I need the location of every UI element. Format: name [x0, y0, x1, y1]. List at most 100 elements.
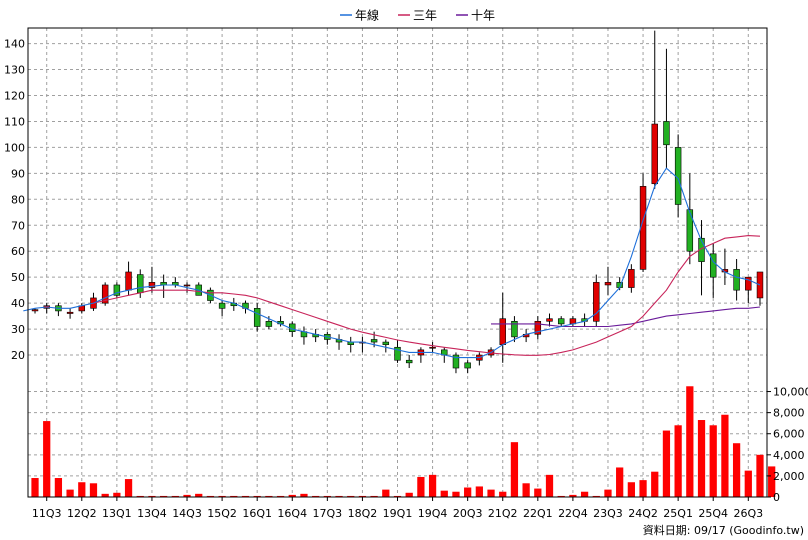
candle-body [464, 362, 471, 369]
candle [148, 266, 156, 293]
candle-body [628, 269, 635, 288]
candle [546, 313, 553, 327]
volume-bar [510, 442, 519, 497]
volume-bar [148, 495, 156, 497]
time-tick-label: 19Q1 [383, 507, 413, 520]
legend-label: 年線 [355, 8, 379, 23]
volume-bar [113, 492, 121, 497]
candle-body [405, 359, 413, 364]
candle-body [113, 284, 121, 296]
time-tick-label: 17Q3 [313, 507, 343, 520]
moving-average-lines [23, 167, 761, 359]
candle [557, 316, 565, 327]
time-tick-label: 11Q3 [32, 507, 62, 520]
candle-body [651, 123, 658, 185]
candle-body [733, 269, 740, 291]
candle [663, 48, 670, 169]
volume-bar [721, 414, 729, 497]
volume-bar [171, 495, 179, 497]
candle-body [674, 147, 682, 205]
volume-bar [393, 495, 402, 497]
volume-bar [452, 491, 460, 497]
grid [28, 28, 767, 497]
volume-bar [370, 495, 378, 497]
volume-bar [241, 495, 250, 497]
time-tick-label: 13Q4 [137, 507, 167, 520]
price-tick-label: 50 [11, 271, 25, 284]
volume-bar [43, 421, 51, 497]
time-tick-label: 26Q3 [733, 507, 763, 520]
volume-bar [580, 491, 589, 497]
data-date-footer: 資料日期: 09/17 (Goodinfo.tw) [643, 523, 804, 537]
time-tick-label: 22Q4 [558, 507, 588, 520]
candle [604, 266, 612, 296]
volume-tick-label: 4,000 [773, 449, 805, 462]
time-tick-label: 21Q2 [488, 507, 518, 520]
volume-bar [347, 495, 355, 497]
time-tick-label: 14Q3 [172, 507, 202, 520]
volume-bar [323, 495, 331, 497]
candle-body [148, 282, 156, 288]
price-tick-label: 80 [11, 193, 25, 206]
volume-bar [195, 493, 203, 497]
volume-bar [534, 488, 542, 497]
price-tick-label: 60 [11, 245, 25, 258]
candle-body [218, 302, 226, 309]
candle [745, 276, 752, 304]
volume-bar [639, 480, 647, 497]
volume-bar [732, 443, 741, 497]
volume-bar [744, 470, 752, 497]
candle-body [557, 318, 565, 325]
candle-body [593, 282, 600, 322]
candle [686, 173, 694, 265]
candle [733, 259, 740, 301]
volume-bars [31, 386, 776, 497]
volume-bar [101, 493, 109, 497]
price-tick-label: 100 [4, 141, 25, 154]
axes: 20 30 40 50 60 70 80 90 100 110 120 130 140 0 2,000 4,0… [4, 27, 808, 520]
candle-body [394, 346, 401, 361]
candle [534, 316, 542, 340]
volume-bar [300, 493, 308, 497]
candle-body [429, 346, 436, 349]
candle-body [534, 321, 542, 335]
ma-3y-line [93, 235, 761, 356]
time-tick-label: 12Q2 [67, 507, 97, 520]
volume-bar [265, 495, 273, 497]
volume-bar [183, 494, 191, 497]
volume-bar [288, 494, 296, 497]
candle-body [125, 271, 132, 291]
volume-bar [405, 492, 413, 497]
volume-bar [124, 479, 133, 497]
price-tick-label: 40 [11, 297, 25, 310]
volume-bar [464, 487, 472, 497]
volume-bar [428, 474, 437, 497]
volume-bar [31, 478, 39, 497]
volume-bar [756, 454, 764, 497]
candle-body [66, 311, 74, 314]
volume-bar [616, 467, 624, 497]
volume-bar [206, 495, 215, 497]
candle-body [709, 253, 717, 278]
time-tick-label: 20Q3 [453, 507, 483, 520]
time-tick-label: 18Q2 [348, 507, 378, 520]
time-tick-label: 13Q1 [102, 507, 132, 520]
time-tick-label: 19Q4 [418, 507, 448, 520]
price-tick-label: 120 [4, 89, 25, 102]
volume-bar [312, 495, 320, 497]
volume-bar [276, 495, 285, 497]
volume-bar [218, 495, 226, 497]
volume-bar [651, 471, 659, 497]
candle [394, 339, 401, 363]
candle [593, 274, 600, 327]
candle [628, 264, 635, 293]
candle-body [253, 308, 261, 327]
time-tick-label: 16Q1 [242, 507, 272, 520]
candle [382, 339, 390, 353]
candle [253, 303, 261, 332]
volume-bar [522, 483, 530, 497]
volume-bar [768, 466, 776, 497]
volume-bar [230, 495, 238, 497]
